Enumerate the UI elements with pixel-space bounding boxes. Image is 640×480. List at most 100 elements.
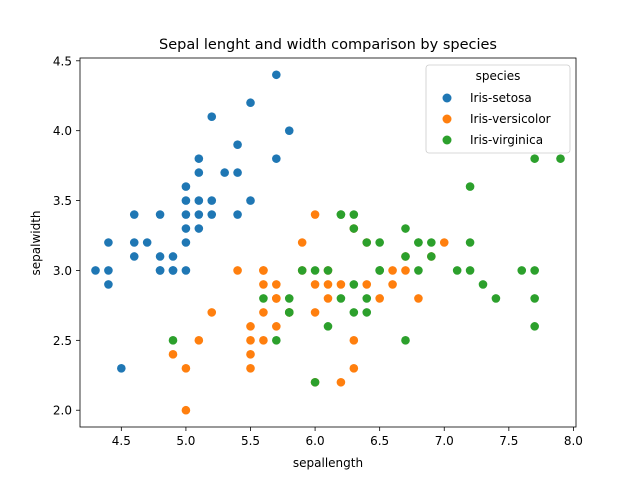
legend-marker-iris-versicolor bbox=[442, 114, 452, 124]
point-iris-setosa-6 bbox=[129, 210, 139, 219]
x-tick-label-4: 6.5 bbox=[370, 434, 389, 448]
point-iris-versicolor-24 bbox=[388, 266, 397, 275]
x-tick-label-0: 4.5 bbox=[112, 434, 131, 448]
point-iris-setosa-7 bbox=[181, 210, 191, 219]
legend-label-iris-versicolor: Iris-versicolor bbox=[470, 112, 551, 126]
point-iris-setosa-20 bbox=[181, 266, 191, 275]
point-iris-setosa-36 bbox=[194, 224, 204, 233]
point-iris-versicolor-44 bbox=[272, 294, 281, 303]
point-iris-versicolor-40 bbox=[259, 308, 268, 317]
point-iris-setosa-22 bbox=[207, 210, 217, 219]
legend-label-iris-setosa: Iris-setosa bbox=[470, 91, 532, 105]
point-iris-virginica-2 bbox=[452, 266, 462, 275]
point-iris-virginica-13 bbox=[272, 336, 281, 345]
point-iris-virginica-10 bbox=[375, 238, 384, 247]
point-iris-virginica-26 bbox=[323, 266, 333, 275]
chart-title: Sepal lenght and width comparison by spe… bbox=[159, 37, 497, 53]
x-tick-label-6: 7.5 bbox=[499, 434, 518, 448]
x-axis-label: sepallength bbox=[293, 456, 363, 470]
point-iris-setosa-19 bbox=[194, 168, 204, 177]
point-iris-setosa-35 bbox=[129, 238, 139, 247]
point-iris-versicolor-21 bbox=[323, 294, 333, 303]
point-iris-versicolor-43 bbox=[194, 336, 204, 345]
point-iris-virginica-31 bbox=[323, 322, 333, 331]
point-iris-virginica-29 bbox=[491, 294, 501, 303]
point-iris-virginica-28 bbox=[465, 266, 475, 275]
point-iris-versicolor-34 bbox=[310, 210, 320, 219]
point-iris-virginica-9 bbox=[465, 182, 475, 191]
point-iris-virginica-0 bbox=[349, 224, 359, 233]
point-iris-setosa-28 bbox=[104, 266, 113, 275]
point-iris-virginica-15 bbox=[362, 238, 372, 247]
point-iris-virginica-7 bbox=[478, 280, 488, 289]
y-tick-label-2: 3.0 bbox=[53, 264, 72, 278]
point-iris-virginica-22 bbox=[349, 308, 359, 317]
point-iris-versicolor-39 bbox=[181, 364, 191, 373]
point-iris-setosa-3 bbox=[129, 252, 139, 261]
point-iris-versicolor-36 bbox=[259, 266, 268, 275]
point-iris-setosa-15 bbox=[272, 70, 281, 80]
point-iris-setosa-30 bbox=[181, 196, 191, 205]
legend-title: species bbox=[476, 69, 521, 83]
point-iris-versicolor-33 bbox=[233, 266, 242, 275]
point-iris-virginica-30 bbox=[556, 154, 565, 163]
point-iris-versicolor-42 bbox=[336, 280, 346, 289]
point-iris-versicolor-20 bbox=[297, 238, 307, 247]
point-iris-setosa-10 bbox=[233, 168, 242, 177]
y-tick-label-3: 3.5 bbox=[53, 194, 72, 208]
point-iris-versicolor-30 bbox=[246, 336, 255, 345]
point-iris-virginica-3 bbox=[349, 280, 359, 289]
legend-box bbox=[425, 64, 571, 154]
point-iris-virginica-8 bbox=[401, 336, 410, 345]
point-iris-virginica-37 bbox=[284, 308, 294, 317]
point-iris-virginica-17 bbox=[530, 322, 539, 331]
legend: species Iris-setosa Iris-versicolor Iris… bbox=[425, 64, 571, 154]
point-iris-versicolor-18 bbox=[336, 377, 346, 387]
point-iris-virginica-14 bbox=[284, 294, 294, 303]
x-tick-label-3: 6.0 bbox=[306, 434, 325, 448]
point-iris-versicolor-10 bbox=[181, 405, 191, 415]
point-iris-setosa-8 bbox=[104, 280, 113, 289]
point-iris-versicolor-14 bbox=[259, 280, 268, 289]
point-iris-versicolor-26 bbox=[401, 266, 410, 275]
x-axis-ticks: 4.5 5.0 5.5 6.0 6.5 7.0 7.5 8.0 bbox=[112, 427, 583, 448]
point-iris-setosa-9 bbox=[168, 252, 178, 261]
legend-marker-iris-setosa bbox=[442, 93, 452, 103]
point-iris-setosa-2 bbox=[142, 238, 152, 247]
point-iris-versicolor-7 bbox=[168, 350, 178, 359]
point-iris-virginica-21 bbox=[530, 294, 539, 303]
point-iris-versicolor-37 bbox=[246, 322, 255, 331]
point-iris-setosa-4 bbox=[181, 182, 191, 191]
y-axis-label: sepalwidth bbox=[29, 210, 43, 275]
point-iris-virginica-36 bbox=[401, 252, 410, 261]
y-tick-label-0: 2.0 bbox=[53, 404, 72, 418]
point-iris-virginica-27 bbox=[362, 294, 372, 303]
point-iris-virginica-35 bbox=[427, 252, 436, 261]
x-tick-label-1: 5.0 bbox=[176, 434, 195, 448]
point-iris-virginica-34 bbox=[310, 266, 320, 275]
point-iris-versicolor-35 bbox=[349, 364, 359, 373]
point-iris-versicolor-19 bbox=[259, 336, 268, 345]
point-iris-virginica-20 bbox=[259, 294, 268, 303]
y-tick-label-4: 4.0 bbox=[53, 124, 72, 138]
point-iris-setosa-21 bbox=[207, 196, 217, 205]
legend-marker-iris-virginica bbox=[442, 135, 452, 145]
point-iris-virginica-32 bbox=[530, 266, 539, 275]
point-iris-virginica-16 bbox=[530, 154, 539, 163]
point-iris-virginica-41 bbox=[336, 210, 346, 219]
point-iris-versicolor-27 bbox=[310, 280, 320, 289]
point-iris-virginica-6 bbox=[168, 336, 178, 345]
point-iris-setosa-14 bbox=[284, 126, 294, 135]
point-iris-setosa-0 bbox=[194, 196, 204, 205]
point-iris-virginica-11 bbox=[362, 308, 372, 317]
point-iris-virginica-33 bbox=[349, 210, 359, 219]
point-iris-versicolor-13 bbox=[323, 280, 333, 289]
point-iris-setosa-38 bbox=[155, 266, 165, 275]
point-iris-virginica-19 bbox=[427, 238, 436, 247]
point-iris-versicolor-32 bbox=[310, 308, 320, 317]
point-iris-virginica-42 bbox=[414, 238, 423, 247]
point-iris-setosa-5 bbox=[233, 140, 242, 149]
point-iris-setosa-25 bbox=[246, 98, 255, 108]
point-iris-versicolor-22 bbox=[349, 336, 359, 345]
point-iris-virginica-24 bbox=[465, 238, 475, 247]
